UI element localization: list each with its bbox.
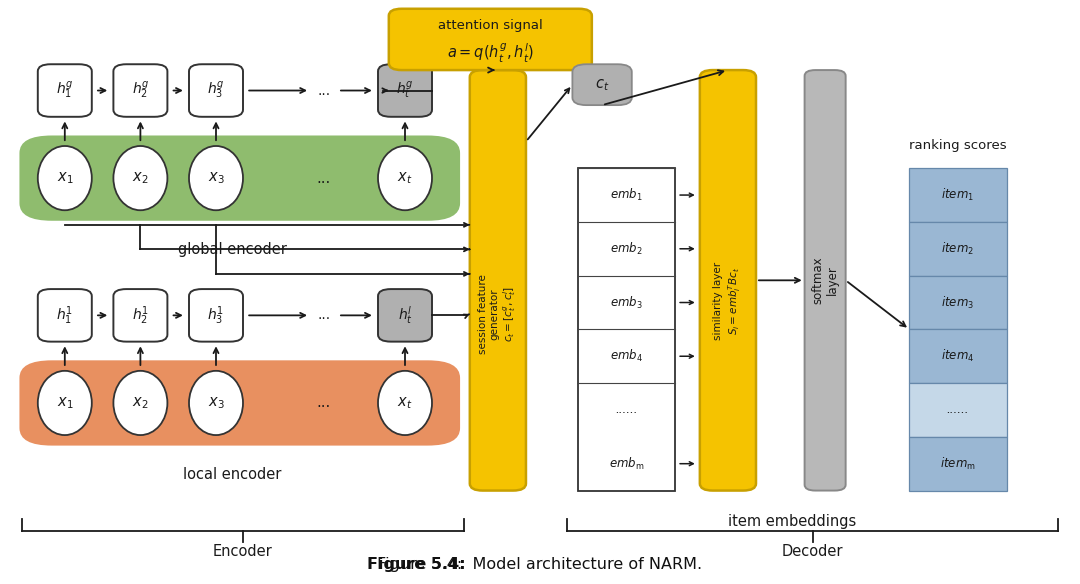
Ellipse shape bbox=[113, 146, 167, 210]
FancyBboxPatch shape bbox=[805, 70, 846, 491]
Text: $x_2$: $x_2$ bbox=[132, 395, 149, 411]
Ellipse shape bbox=[378, 371, 432, 435]
Bar bbox=[909, 276, 1007, 329]
Text: $item_1$: $item_1$ bbox=[942, 187, 974, 203]
FancyBboxPatch shape bbox=[38, 64, 92, 117]
Text: $x_t$: $x_t$ bbox=[397, 171, 413, 186]
Ellipse shape bbox=[189, 371, 243, 435]
Text: $item_{\rm m}$: $item_{\rm m}$ bbox=[940, 456, 976, 472]
Text: softmax
layer: softmax layer bbox=[811, 256, 839, 304]
Text: $emb_3$: $emb_3$ bbox=[610, 294, 643, 311]
Text: $h_t^l$: $h_t^l$ bbox=[397, 304, 413, 326]
Text: $x_2$: $x_2$ bbox=[132, 171, 149, 186]
FancyBboxPatch shape bbox=[700, 70, 756, 491]
Text: ......: ...... bbox=[947, 404, 969, 416]
Text: $emb_4$: $emb_4$ bbox=[610, 348, 643, 364]
Text: $item_3$: $item_3$ bbox=[942, 294, 974, 311]
Text: ranking scores: ranking scores bbox=[909, 139, 1007, 152]
Text: Decoder: Decoder bbox=[782, 544, 843, 559]
Bar bbox=[578, 168, 675, 491]
Text: global encoder: global encoder bbox=[178, 242, 286, 258]
Ellipse shape bbox=[378, 146, 432, 210]
Bar bbox=[909, 437, 1007, 491]
Text: ...: ... bbox=[316, 171, 332, 186]
FancyBboxPatch shape bbox=[113, 289, 167, 342]
Text: ...: ... bbox=[318, 84, 330, 98]
Text: $emb_2$: $emb_2$ bbox=[610, 241, 643, 257]
FancyBboxPatch shape bbox=[189, 289, 243, 342]
Text: $h_3^g$: $h_3^g$ bbox=[207, 80, 225, 101]
Text: similarity layer
$S_i = emb_i^T B c_t$: similarity layer $S_i = emb_i^T B c_t$ bbox=[714, 262, 743, 340]
Text: $h_1^g$: $h_1^g$ bbox=[56, 80, 73, 101]
Text: ......: ...... bbox=[616, 404, 637, 416]
Ellipse shape bbox=[38, 146, 92, 210]
Text: $h_2^1$: $h_2^1$ bbox=[132, 304, 149, 326]
Text: ...: ... bbox=[316, 395, 332, 411]
Text: $emb_1$: $emb_1$ bbox=[610, 187, 643, 203]
Text: $emb_{\rm m}$: $emb_{\rm m}$ bbox=[609, 456, 644, 472]
FancyBboxPatch shape bbox=[378, 289, 432, 342]
Text: session feature
generator
$c_t = [c_t^g, c_t^l]$: session feature generator $c_t = [c_t^g,… bbox=[477, 274, 518, 354]
Text: $x_t$: $x_t$ bbox=[397, 395, 413, 411]
Text: Figure 5.4:: Figure 5.4: bbox=[367, 557, 465, 572]
Text: $x_3$: $x_3$ bbox=[207, 171, 225, 186]
FancyBboxPatch shape bbox=[38, 289, 92, 342]
Text: $h_3^1$: $h_3^1$ bbox=[207, 304, 225, 326]
Ellipse shape bbox=[189, 146, 243, 210]
Text: $x_1$: $x_1$ bbox=[56, 171, 73, 186]
Text: Figure 5.4:  Model architecture of NARM.: Figure 5.4: Model architecture of NARM. bbox=[377, 557, 703, 572]
Text: $item_4$: $item_4$ bbox=[942, 348, 974, 364]
FancyBboxPatch shape bbox=[572, 64, 632, 105]
Text: $h_2^g$: $h_2^g$ bbox=[132, 80, 149, 101]
Text: $c_t$: $c_t$ bbox=[595, 77, 609, 92]
FancyBboxPatch shape bbox=[389, 9, 592, 70]
Text: attention signal: attention signal bbox=[438, 19, 542, 33]
Bar bbox=[909, 168, 1007, 222]
Text: local encoder: local encoder bbox=[183, 467, 282, 482]
Text: $x_3$: $x_3$ bbox=[207, 395, 225, 411]
FancyBboxPatch shape bbox=[113, 64, 167, 117]
Bar bbox=[909, 329, 1007, 383]
Text: $x_1$: $x_1$ bbox=[56, 395, 73, 411]
Text: $h_1^1$: $h_1^1$ bbox=[56, 304, 73, 326]
Bar bbox=[909, 383, 1007, 437]
FancyBboxPatch shape bbox=[189, 64, 243, 117]
Text: ...: ... bbox=[318, 308, 330, 322]
Ellipse shape bbox=[38, 371, 92, 435]
Text: $a = q(h_t^g, h_t^l)$: $a = q(h_t^g, h_t^l)$ bbox=[447, 41, 534, 64]
Text: item embeddings: item embeddings bbox=[728, 514, 856, 529]
Text: $item_2$: $item_2$ bbox=[942, 241, 974, 257]
FancyBboxPatch shape bbox=[19, 135, 460, 221]
FancyBboxPatch shape bbox=[19, 360, 460, 446]
Text: $h_t^g$: $h_t^g$ bbox=[396, 80, 414, 101]
Ellipse shape bbox=[113, 371, 167, 435]
Bar bbox=[909, 222, 1007, 276]
FancyBboxPatch shape bbox=[470, 70, 526, 491]
FancyBboxPatch shape bbox=[378, 64, 432, 117]
Text: Encoder: Encoder bbox=[213, 544, 273, 559]
